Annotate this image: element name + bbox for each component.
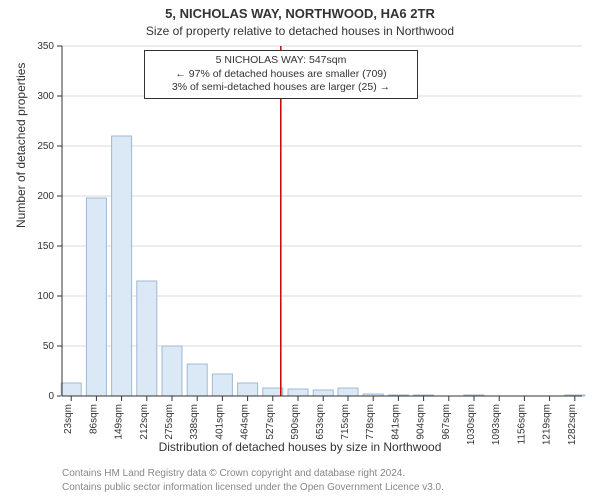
svg-text:464sqm: 464sqm: [240, 404, 251, 440]
histogram-bar: [61, 383, 81, 396]
histogram-bar: [187, 364, 207, 396]
svg-text:1093sqm: 1093sqm: [491, 404, 502, 445]
histogram-bar: [112, 136, 132, 396]
copyright-line-2: Contains public sector information licen…: [62, 482, 444, 493]
histogram-bar: [86, 198, 106, 396]
histogram-bar: [338, 388, 358, 396]
svg-text:275sqm: 275sqm: [164, 404, 175, 440]
chart-title-address: 5, NICHOLAS WAY, NORTHWOOD, HA6 2TR: [0, 6, 600, 21]
histogram-bar: [263, 388, 283, 396]
histogram-bar: [162, 346, 182, 396]
annotation-property: 5 NICHOLAS WAY: 547sqm: [151, 54, 411, 68]
annotation-box: 5 NICHOLAS WAY: 547sqm ← 97% of detached…: [144, 50, 418, 99]
svg-text:778sqm: 778sqm: [365, 404, 376, 440]
svg-text:150: 150: [37, 241, 54, 252]
svg-text:527sqm: 527sqm: [265, 404, 276, 440]
histogram-bar: [313, 390, 333, 396]
copyright-line-1: Contains HM Land Registry data © Crown c…: [62, 468, 405, 479]
svg-text:50: 50: [43, 341, 55, 352]
svg-text:100: 100: [37, 291, 54, 302]
svg-text:350: 350: [37, 41, 54, 52]
svg-text:250: 250: [37, 141, 54, 152]
svg-text:300: 300: [37, 91, 54, 102]
annotation-smaller: ← 97% of detached houses are smaller (70…: [151, 68, 411, 82]
svg-text:1156sqm: 1156sqm: [516, 404, 527, 444]
svg-text:200: 200: [37, 191, 54, 202]
svg-text:590sqm: 590sqm: [290, 404, 301, 440]
x-axis-label: Distribution of detached houses by size …: [0, 440, 600, 454]
svg-text:904sqm: 904sqm: [416, 404, 427, 440]
svg-text:149sqm: 149sqm: [114, 404, 125, 440]
histogram-bar: [238, 383, 258, 396]
y-axis-label: Number of detached properties: [14, 63, 28, 228]
svg-text:212sqm: 212sqm: [139, 404, 150, 440]
svg-text:0: 0: [48, 391, 54, 402]
svg-text:1219sqm: 1219sqm: [542, 404, 553, 445]
chart-title-subtitle: Size of property relative to detached ho…: [0, 24, 600, 38]
svg-text:841sqm: 841sqm: [390, 404, 401, 440]
annotation-larger: 3% of semi-detached houses are larger (2…: [151, 81, 411, 95]
histogram-bar: [212, 374, 232, 396]
svg-text:86sqm: 86sqm: [88, 404, 99, 434]
svg-text:967sqm: 967sqm: [441, 404, 452, 440]
histogram-bar: [137, 281, 157, 396]
svg-text:23sqm: 23sqm: [63, 404, 74, 434]
svg-text:401sqm: 401sqm: [214, 404, 225, 440]
svg-text:715sqm: 715sqm: [340, 404, 351, 440]
svg-text:338sqm: 338sqm: [189, 404, 200, 440]
histogram-chart: 0 50 100 150 200 250 300 350 23sqm 86sqm 149sqm 212…: [0, 40, 600, 460]
histogram-bar: [288, 389, 308, 396]
svg-text:653sqm: 653sqm: [315, 404, 326, 440]
svg-text:1030sqm: 1030sqm: [466, 404, 477, 445]
svg-text:1282sqm: 1282sqm: [567, 404, 578, 445]
